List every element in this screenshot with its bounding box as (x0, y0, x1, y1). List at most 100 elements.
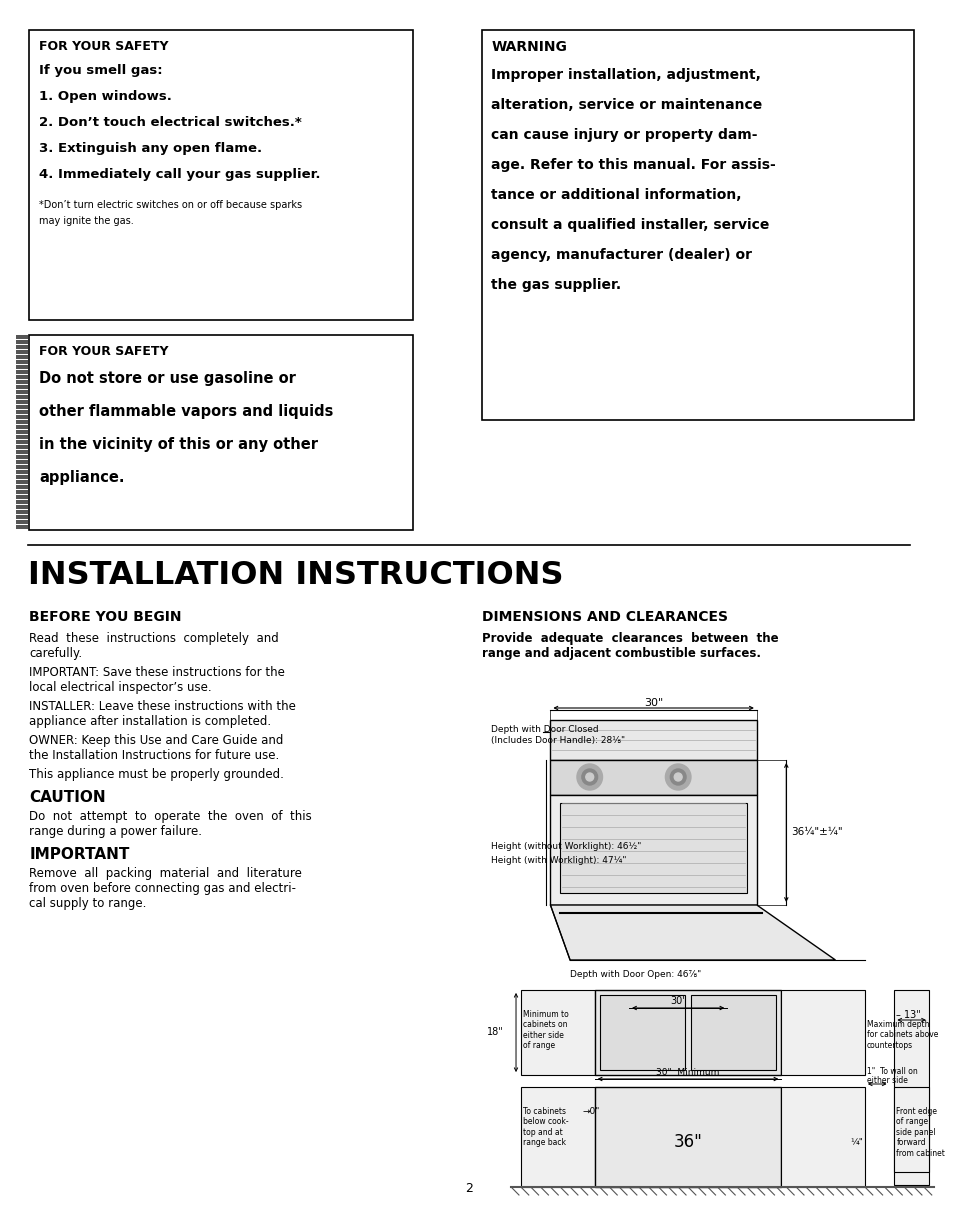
Text: WARNING: WARNING (491, 40, 567, 53)
Text: CAUTION: CAUTION (30, 790, 106, 806)
Text: 1. Open windows.: 1. Open windows. (39, 90, 172, 103)
Text: 30": 30" (669, 996, 686, 1006)
Text: IMPORTANT: Save these instructions for the: IMPORTANT: Save these instructions for t… (30, 666, 285, 679)
Text: Do  not  attempt  to  operate  the  oven  of  this: Do not attempt to operate the oven of th… (30, 810, 312, 823)
Text: tance or additional information,: tance or additional information, (491, 188, 741, 202)
Text: Improper installation, adjustment,: Improper installation, adjustment, (491, 68, 760, 81)
Text: INSTALLATION INSTRUCTIONS: INSTALLATION INSTRUCTIONS (28, 560, 562, 590)
Text: cal supply to range.: cal supply to range. (30, 897, 147, 910)
Text: 36¼"±¼": 36¼"±¼" (790, 827, 841, 837)
Text: IMPORTANT: IMPORTANT (30, 847, 130, 861)
Bar (520, 990, 594, 1075)
Polygon shape (550, 905, 835, 960)
Bar (15, 450, 28, 454)
Bar (15, 375, 28, 379)
Text: Read  these  instructions  completely  and: Read these instructions completely and (30, 632, 279, 645)
Bar (15, 371, 28, 374)
Circle shape (674, 773, 681, 781)
Text: may ignite the gas.: may ignite the gas. (39, 216, 134, 226)
Text: age. Refer to this manual. For assis-: age. Refer to this manual. For assis- (491, 158, 776, 173)
Text: the gas supplier.: the gas supplier. (491, 278, 621, 292)
Text: other flammable vapors and liquids: other flammable vapors and liquids (39, 405, 334, 419)
Bar (15, 355, 28, 358)
Bar (520, 1087, 594, 1187)
Text: Remove  all  packing  material  and  literature: Remove all packing material and literatu… (30, 868, 302, 880)
Text: FOR YOUR SAFETY: FOR YOUR SAFETY (39, 40, 169, 53)
Bar (559, 803, 746, 893)
Bar (15, 409, 28, 414)
Text: range and adjacent combustible surfaces.: range and adjacent combustible surfaces. (481, 648, 760, 660)
Text: 30": 30" (643, 697, 662, 708)
Text: carefully.: carefully. (30, 648, 83, 660)
Text: 2. Don’t touch electrical switches.*: 2. Don’t touch electrical switches.* (39, 115, 302, 129)
Bar (15, 470, 28, 474)
Bar (15, 510, 28, 514)
Text: in the vicinity of this or any other: in the vicinity of this or any other (39, 437, 318, 452)
Text: Depth with Door Closed: Depth with Door Closed (491, 725, 598, 734)
Text: 2: 2 (464, 1182, 473, 1196)
Text: Maximum depth
for cabinets above
countertops: Maximum depth for cabinets above counter… (866, 1021, 938, 1050)
Text: *Don’t turn electric switches on or off because sparks: *Don’t turn electric switches on or off … (39, 200, 302, 210)
Bar (15, 480, 28, 484)
Text: Front edge
of range
side panel
forward
from cabinet: Front edge of range side panel forward f… (896, 1107, 944, 1158)
Bar (15, 490, 28, 495)
Bar (550, 761, 756, 795)
Text: consult a qualified installer, service: consult a qualified installer, service (491, 217, 769, 232)
Circle shape (670, 769, 685, 785)
Bar (15, 395, 28, 399)
Bar (481, 30, 913, 420)
Bar (15, 525, 28, 529)
Text: Depth with Door Open: 46⅞": Depth with Door Open: 46⅞" (570, 970, 700, 979)
Text: To cabinets
below cook-
top and at
range back: To cabinets below cook- top and at range… (522, 1107, 568, 1147)
Bar (30, 30, 413, 320)
Bar (15, 350, 28, 354)
Text: This appliance must be properly grounded.: This appliance must be properly grounded… (30, 768, 284, 781)
Text: 36": 36" (673, 1134, 701, 1151)
Bar (15, 445, 28, 450)
Bar (15, 400, 28, 405)
Text: Height (with Worklight): 47¼": Height (with Worklight): 47¼" (491, 857, 626, 865)
Bar (15, 495, 28, 499)
Bar (15, 416, 28, 419)
Bar (15, 440, 28, 443)
Bar (598, 995, 684, 1070)
Text: range during a power failure.: range during a power failure. (30, 825, 202, 838)
Bar (15, 520, 28, 524)
Text: DIMENSIONS AND CLEARANCES: DIMENSIONS AND CLEARANCES (481, 610, 727, 625)
Text: alteration, service or maintenance: alteration, service or maintenance (491, 98, 761, 112)
Bar (15, 435, 28, 439)
Text: OWNER: Keep this Use and Care Guide and: OWNER: Keep this Use and Care Guide and (30, 734, 284, 747)
Text: If you smell gas:: If you smell gas: (39, 64, 163, 77)
Bar (30, 335, 413, 530)
Bar (15, 465, 28, 469)
Circle shape (585, 773, 593, 781)
Text: →0": →0" (582, 1107, 599, 1117)
Bar (15, 425, 28, 429)
Text: either side: either side (866, 1076, 907, 1085)
Text: Minimum to
cabinets on
either side
of range: Minimum to cabinets on either side of ra… (522, 1010, 568, 1050)
Text: 18": 18" (486, 1027, 503, 1036)
Text: 4. Immediately call your gas supplier.: 4. Immediately call your gas supplier. (39, 168, 320, 181)
Bar (15, 335, 28, 339)
Text: 1"  To wall on: 1" To wall on (866, 1067, 917, 1076)
Text: 3. Extinguish any open flame.: 3. Extinguish any open flame. (39, 142, 262, 156)
Bar (15, 430, 28, 434)
Text: ¼": ¼" (849, 1137, 862, 1146)
Bar (594, 990, 781, 1075)
Text: from oven before connecting gas and electri-: from oven before connecting gas and elec… (30, 882, 296, 895)
Text: 30"  Minimum: 30" Minimum (656, 1068, 719, 1076)
Text: Do not store or use gasoline or: Do not store or use gasoline or (39, 371, 295, 386)
Bar (15, 340, 28, 344)
Bar (15, 505, 28, 509)
Bar (15, 485, 28, 488)
Text: – 13": – 13" (896, 1010, 921, 1021)
Bar (15, 364, 28, 369)
Text: can cause injury or property dam-: can cause injury or property dam- (491, 128, 757, 142)
Bar (15, 360, 28, 364)
Bar (15, 475, 28, 479)
Bar (781, 1087, 864, 1187)
Bar (15, 405, 28, 409)
Bar (781, 990, 864, 1075)
Bar (15, 390, 28, 394)
Bar (15, 345, 28, 349)
